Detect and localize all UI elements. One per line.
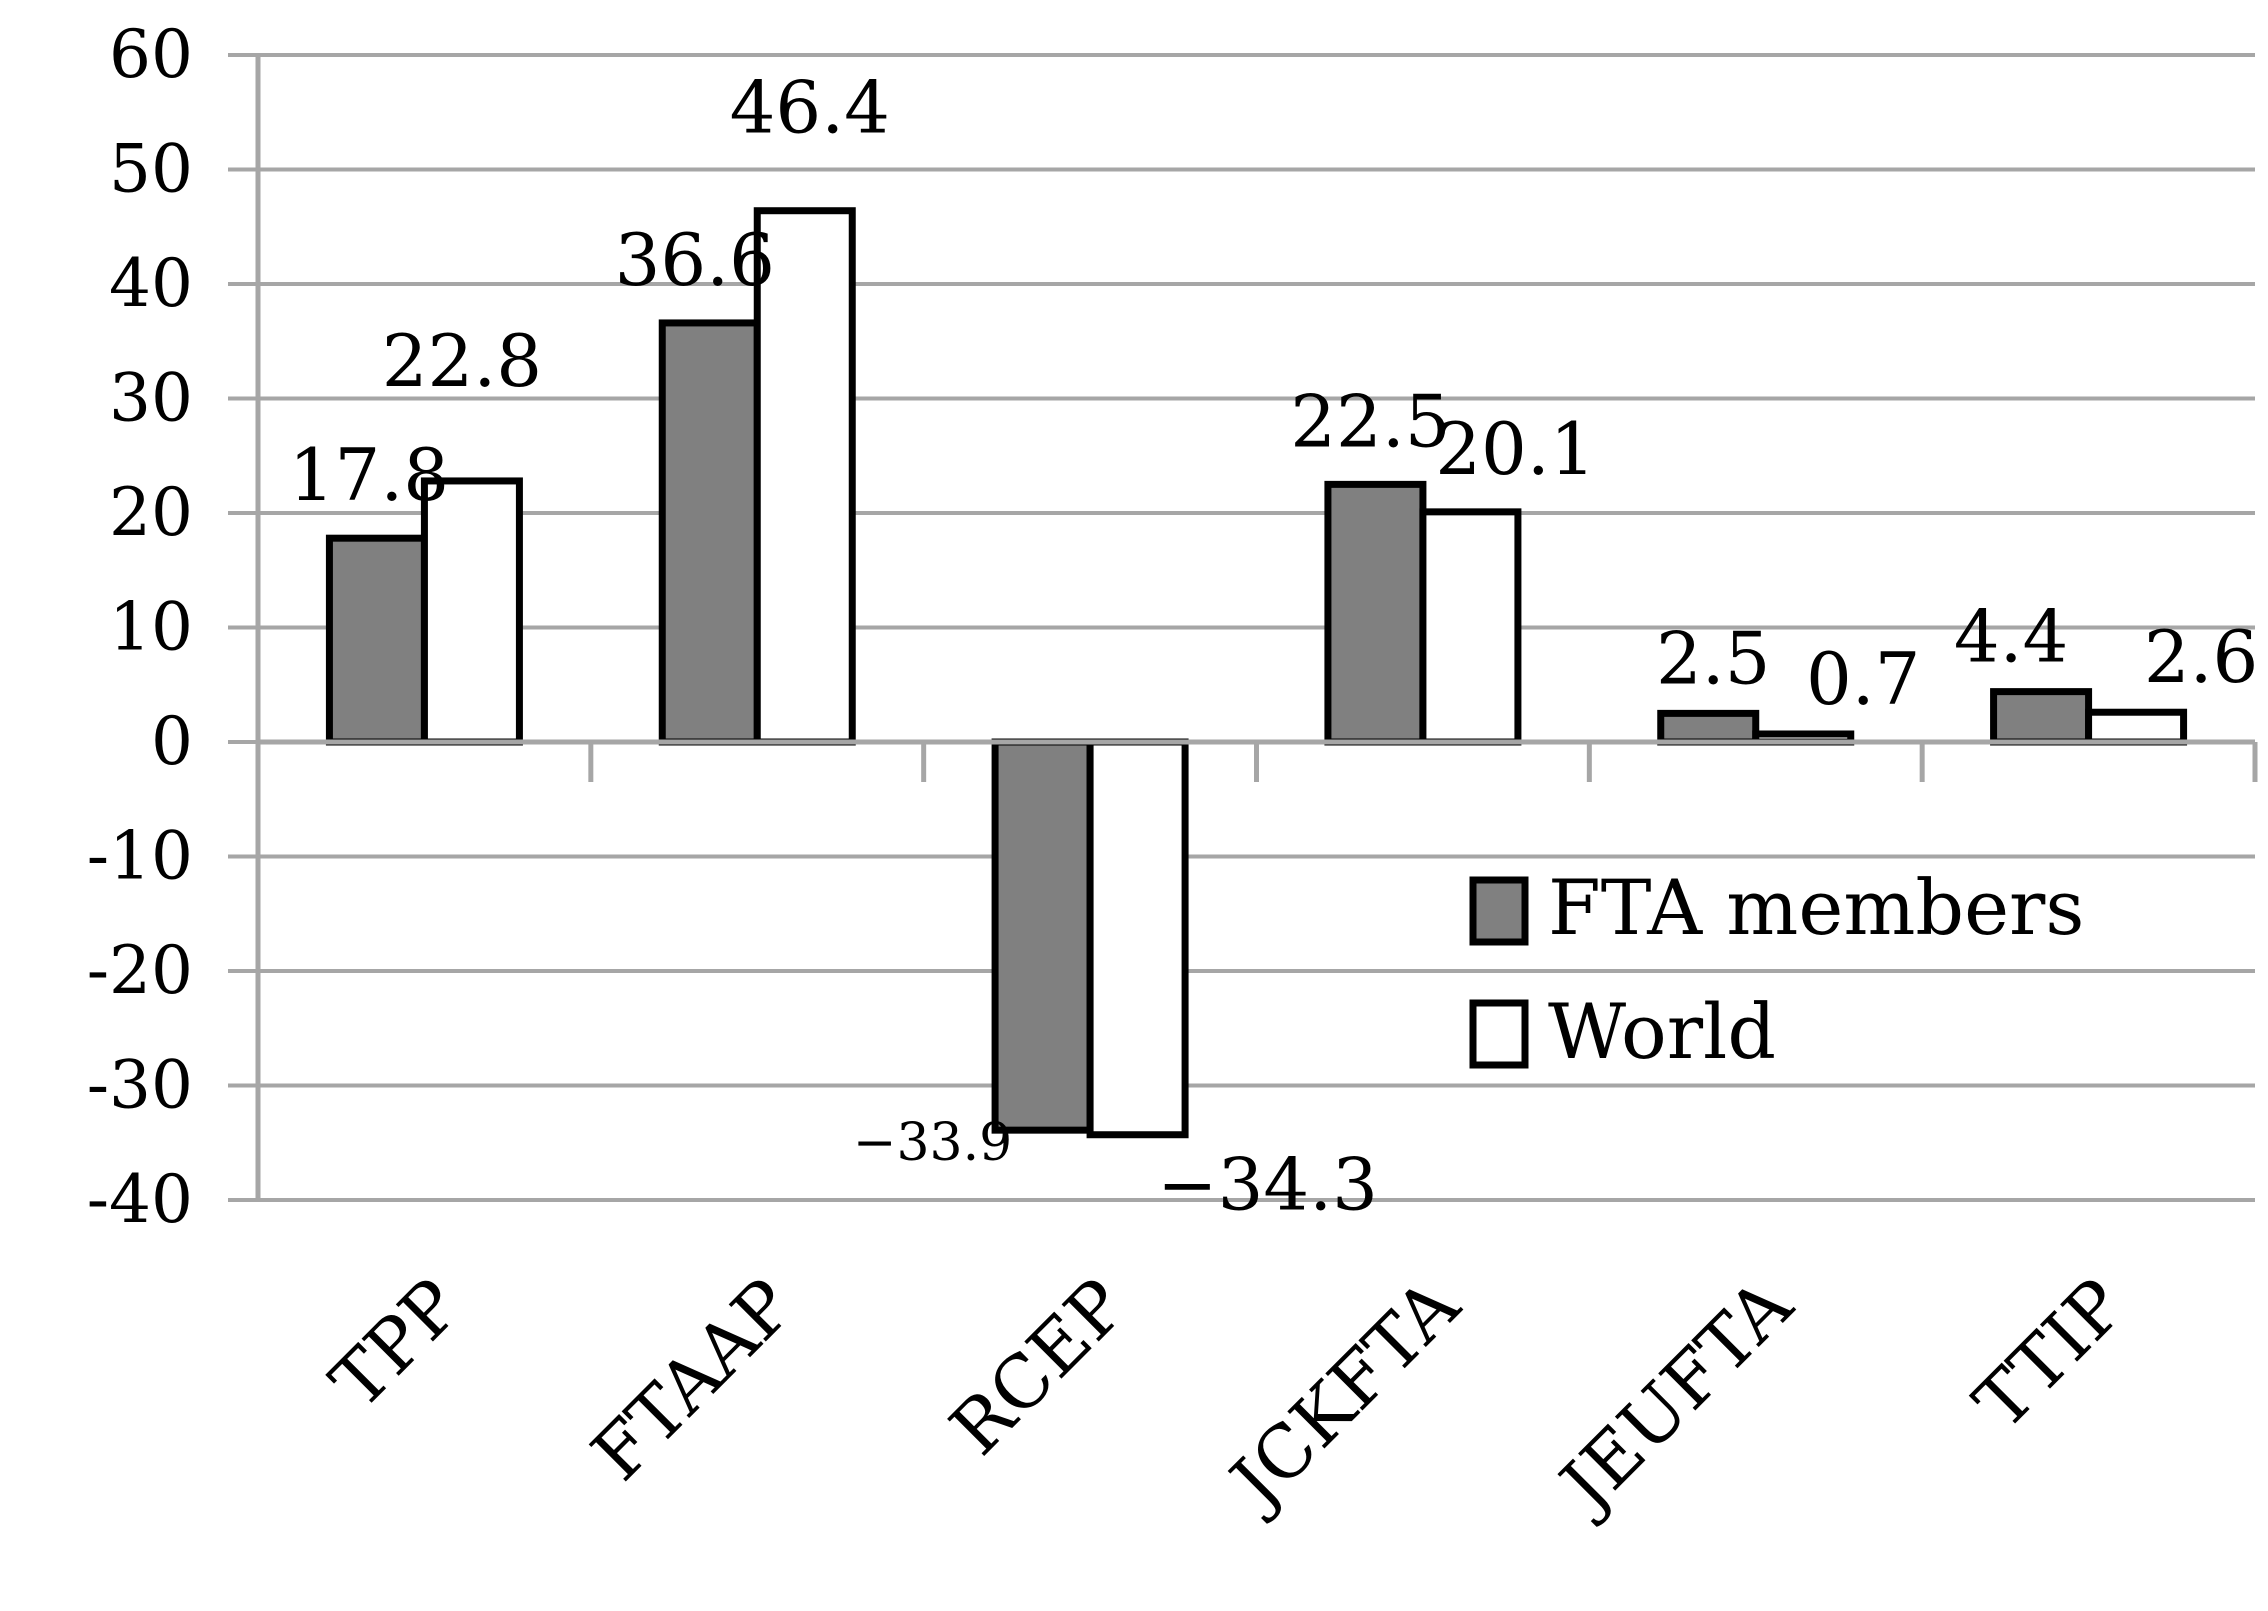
legend-label-fta-members: FTA members xyxy=(1548,863,2084,952)
y-tick-label: 10 xyxy=(109,589,193,666)
bar-fta-members-jeufta xyxy=(1657,709,1760,746)
data-label-fta-members-ttip: 4.4 xyxy=(1954,595,2069,679)
y-tick-label: 50 xyxy=(109,131,193,208)
bar-world-jckfta xyxy=(1419,508,1522,746)
y-tick-label: 30 xyxy=(109,360,193,437)
bar-world-ftaap xyxy=(753,207,856,746)
bars xyxy=(325,207,2188,1139)
data-label-world-jckfta: 20.1 xyxy=(1435,407,1595,491)
y-tick-label: 20 xyxy=(109,474,193,551)
data-label-fta-members-ftaap: 36.6 xyxy=(615,218,775,302)
y-tick-label: -10 xyxy=(87,818,193,895)
x-category-label-ttip: TTIP xyxy=(1958,1263,2141,1446)
data-label-fta-members-tpp: 17.8 xyxy=(289,433,449,517)
bar-fta-members-tpp xyxy=(325,534,428,746)
legend: FTA members World xyxy=(1469,863,2084,1076)
category-labels: TPP FTAAP RCEP JCKFTA JEUFTA TTIP xyxy=(315,1262,2141,1531)
x-category-label-jckfta: JCKFTA xyxy=(1210,1262,1476,1528)
y-tick-label: 40 xyxy=(109,245,193,322)
x-category-label-jeufta: JEUFTA xyxy=(1540,1262,1809,1531)
y-tick-label: -30 xyxy=(87,1047,193,1124)
legend-label-world: World xyxy=(1548,987,1776,1076)
data-label-world-rcep: −34.3 xyxy=(1157,1143,1378,1227)
y-axis-ticks: 60 50 40 30 20 10 0 -10 -20 -30 -40 xyxy=(87,16,193,1238)
x-category-label-ftaap: FTAAP xyxy=(576,1263,810,1497)
legend-swatch-world xyxy=(1469,999,1529,1069)
axes xyxy=(255,55,2258,1200)
y-tick-label: 60 xyxy=(109,16,193,93)
bar-world-tpp xyxy=(420,477,523,746)
x-category-label-rcep: RCEP xyxy=(934,1263,1142,1471)
bar-fta-members-ttip xyxy=(1990,688,2093,746)
bar-fta-members-rcep xyxy=(991,738,1094,1134)
data-label-world-ftaap: 46.4 xyxy=(730,66,890,150)
bar-fta-members-jckfta xyxy=(1324,480,1427,746)
data-label-world-tpp: 22.8 xyxy=(382,319,542,403)
y-tick-label: -40 xyxy=(87,1161,193,1238)
x-category-label-tpp: TPP xyxy=(315,1263,477,1425)
data-label-fta-members-rcep: −33.9 xyxy=(853,1113,1012,1173)
gridlines xyxy=(228,53,2255,1202)
data-label-fta-members-jckfta: 22.5 xyxy=(1290,379,1450,463)
bar-world-ttip xyxy=(2085,708,2188,746)
data-label-world-jeufta: 0.7 xyxy=(1806,637,1921,721)
bar-world-rcep xyxy=(1086,738,1189,1139)
y-tick-label: -20 xyxy=(87,932,193,1009)
data-labels: 17.8 22.8 36.6 46.4 −33.9 −34.3 22.520.1 2.5 0.7… xyxy=(289,66,2259,1227)
y-tick-label: 0 xyxy=(151,703,193,780)
data-label-fta-members-jeufta: 2.5 xyxy=(1656,616,1771,700)
legend-swatch-fta-members xyxy=(1469,876,1529,946)
data-label-world-ttip: 2.6 xyxy=(2144,615,2259,699)
bar-fta-members-ftaap xyxy=(658,319,761,746)
